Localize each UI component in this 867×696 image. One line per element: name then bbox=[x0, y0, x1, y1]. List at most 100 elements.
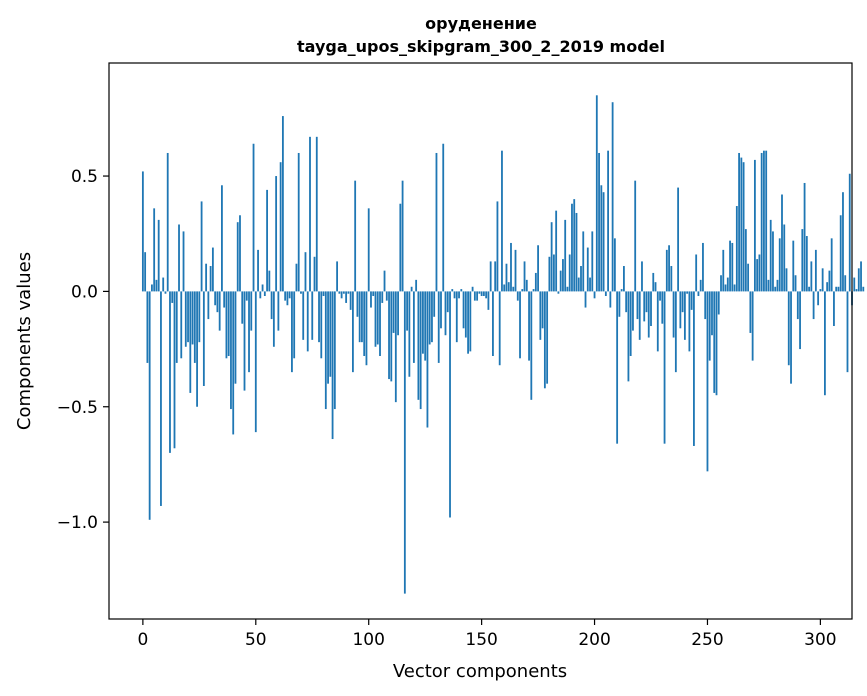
y-axis-ticks: −1.0 −0.5 0.0 0.5 bbox=[57, 167, 109, 533]
bar-229 bbox=[659, 291, 661, 301]
bar-145 bbox=[469, 291, 472, 352]
bar-216 bbox=[629, 291, 632, 356]
bar-158 bbox=[498, 291, 501, 366]
bar-166 bbox=[516, 291, 519, 301]
bar-141 bbox=[460, 289, 463, 292]
bar-261 bbox=[731, 242, 734, 292]
bar-53 bbox=[261, 284, 264, 292]
bar-253 bbox=[713, 291, 716, 393]
bar-177 bbox=[541, 291, 544, 329]
bar-90 bbox=[345, 291, 348, 303]
bar-188 bbox=[566, 286, 569, 292]
bar-164 bbox=[512, 286, 515, 292]
bar-70 bbox=[300, 291, 302, 294]
bar-99 bbox=[365, 291, 368, 366]
bar-154 bbox=[489, 261, 492, 292]
bar-170 bbox=[525, 279, 528, 292]
bar-291 bbox=[799, 291, 801, 350]
bar-67 bbox=[293, 291, 296, 359]
bar-250 bbox=[706, 291, 709, 472]
bars-group bbox=[141, 95, 865, 594]
bar-241 bbox=[686, 291, 689, 294]
bar-148 bbox=[476, 291, 479, 301]
bar-50 bbox=[254, 291, 257, 433]
bar-256 bbox=[720, 275, 722, 292]
bar-255 bbox=[717, 291, 720, 315]
bar-319 bbox=[862, 286, 865, 292]
bar-240 bbox=[683, 291, 686, 340]
bar-157 bbox=[496, 201, 499, 292]
bar-133 bbox=[442, 143, 445, 292]
bar-114 bbox=[399, 203, 402, 292]
bar-213 bbox=[623, 266, 625, 292]
bar-185 bbox=[559, 270, 562, 292]
y-tick-label: −1.0 bbox=[57, 513, 98, 533]
bar-110 bbox=[390, 291, 393, 382]
bar-73 bbox=[306, 291, 309, 352]
bar-310 bbox=[842, 192, 844, 292]
chart-subtitle: tayga_upos_skipgram_300_2_2019 model bbox=[297, 37, 665, 56]
bar-48 bbox=[250, 291, 253, 331]
bar-122 bbox=[417, 291, 420, 400]
bar-254 bbox=[715, 291, 718, 396]
bar-303 bbox=[826, 282, 829, 292]
bar-115 bbox=[401, 180, 404, 292]
bar-171 bbox=[528, 291, 530, 361]
bar-101 bbox=[370, 291, 372, 308]
bar-200 bbox=[593, 291, 596, 299]
bar-199 bbox=[591, 231, 594, 292]
bar-29 bbox=[207, 291, 210, 320]
bar-274 bbox=[760, 152, 763, 292]
bar-83 bbox=[329, 291, 332, 377]
bar-284 bbox=[783, 224, 786, 292]
bar-64 bbox=[286, 291, 289, 306]
bar-231 bbox=[663, 291, 666, 444]
bar-155 bbox=[492, 291, 494, 356]
bar-33 bbox=[216, 291, 219, 313]
bar-80 bbox=[322, 291, 325, 297]
bar-201 bbox=[595, 95, 598, 292]
bar-150 bbox=[480, 291, 483, 297]
bar-301 bbox=[821, 268, 824, 292]
bar-296 bbox=[810, 261, 813, 292]
bar-117 bbox=[406, 291, 409, 331]
bar-257 bbox=[722, 249, 725, 292]
bar-290 bbox=[796, 291, 799, 320]
bar-258 bbox=[724, 284, 727, 292]
bar-228 bbox=[656, 291, 659, 352]
bar-210 bbox=[616, 291, 619, 444]
bar-307 bbox=[835, 286, 838, 292]
bar-37 bbox=[225, 291, 228, 359]
bar-173 bbox=[532, 289, 535, 292]
bar-44 bbox=[241, 291, 244, 324]
bar-152 bbox=[485, 291, 488, 299]
y-axis-label: Components values bbox=[14, 252, 35, 430]
bar-189 bbox=[568, 254, 571, 292]
bar-223 bbox=[645, 291, 648, 313]
bar-221 bbox=[641, 261, 643, 292]
bar-308 bbox=[837, 286, 840, 292]
bar-43 bbox=[239, 215, 241, 292]
bar-191 bbox=[573, 199, 576, 292]
bar-66 bbox=[291, 291, 293, 373]
plot-frame bbox=[108, 62, 853, 620]
bar-40 bbox=[232, 291, 235, 435]
bar-220 bbox=[638, 291, 641, 340]
bar-89 bbox=[342, 291, 345, 294]
bar-124 bbox=[422, 291, 424, 354]
bar-204 bbox=[602, 192, 605, 292]
bar-161 bbox=[505, 263, 508, 292]
bar-128 bbox=[431, 291, 433, 343]
bar-14 bbox=[173, 291, 176, 449]
bar-205 bbox=[604, 291, 607, 297]
x-tick-label: 300 bbox=[804, 630, 836, 650]
bar-77 bbox=[315, 136, 318, 292]
bar-174 bbox=[534, 272, 537, 292]
x-tick-label: 50 bbox=[245, 630, 267, 650]
bar-51 bbox=[257, 249, 259, 292]
bar-306 bbox=[833, 291, 835, 327]
bar-105 bbox=[379, 291, 381, 356]
bar-100 bbox=[367, 208, 370, 292]
bar-302 bbox=[824, 291, 826, 396]
x-tick-label: 250 bbox=[691, 630, 723, 650]
